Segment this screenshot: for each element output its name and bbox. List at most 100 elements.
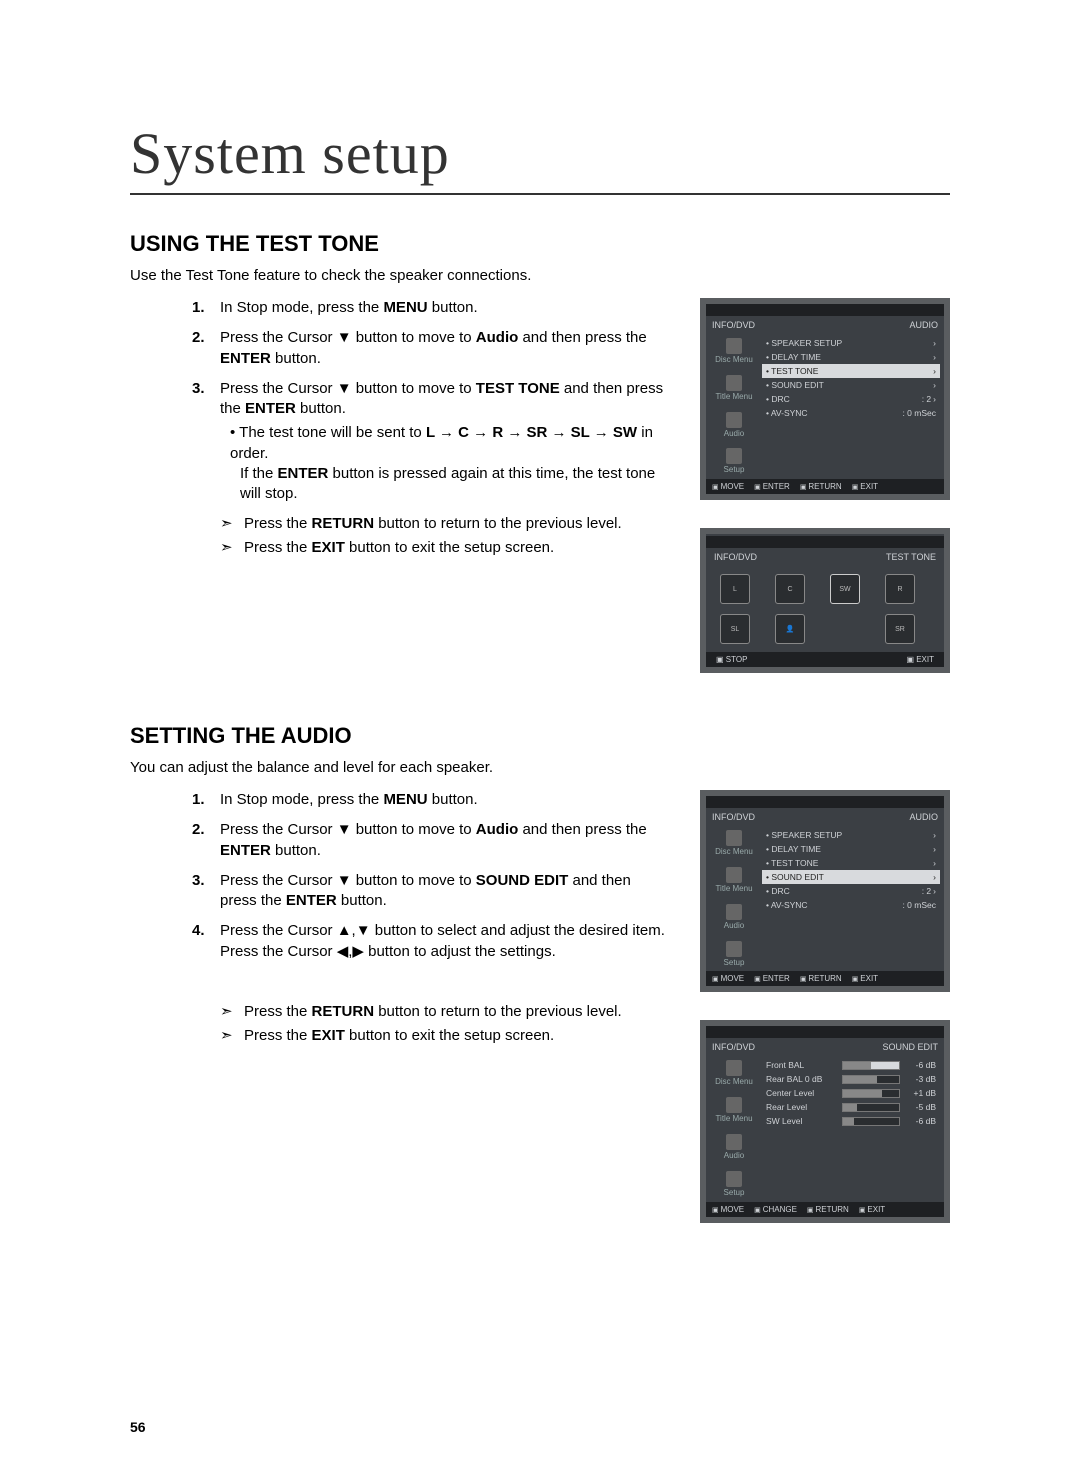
exit-label: ▣ EXIT bbox=[906, 655, 934, 664]
text: button to exit the setup screen. bbox=[345, 539, 554, 556]
tone-label: TEST TONE bbox=[886, 552, 936, 562]
text: Press the Cursor ▼ button to move to bbox=[220, 821, 476, 838]
level-bar bbox=[842, 1089, 900, 1098]
menu-header bbox=[706, 1026, 944, 1038]
menu-title: INFO/DVD SOUND EDIT bbox=[706, 1038, 944, 1056]
audio-label: AUDIO bbox=[909, 320, 938, 330]
row-label: • TEST TONE bbox=[766, 366, 818, 376]
text: Press the bbox=[244, 515, 312, 532]
pointer-icon: ➣ bbox=[220, 538, 244, 556]
text: and then press the bbox=[518, 329, 646, 346]
pointer-icon: ➣ bbox=[220, 1026, 244, 1044]
menu-list: • SPEAKER SETUP• DELAY TIME• TEST TONE• … bbox=[762, 334, 944, 479]
section2-left: In Stop mode, press the MENU button. Pre… bbox=[130, 790, 670, 1222]
text: button. bbox=[337, 892, 387, 909]
text: button. bbox=[296, 400, 346, 417]
menu-row: • DELAY TIME bbox=[762, 842, 940, 856]
step-2: Press the Cursor ▼ button to move to Aud… bbox=[220, 328, 670, 369]
step-4: Press the Cursor ▲,▼ button to select an… bbox=[220, 921, 670, 962]
text-bold: ENTER bbox=[220, 842, 271, 859]
row-value: : 0 mSec bbox=[902, 408, 936, 418]
row-value: : 2 bbox=[922, 886, 936, 896]
menu-list: • SPEAKER SETUP• DELAY TIME• TEST TONE• … bbox=[762, 826, 944, 971]
row-value: : 2 bbox=[922, 394, 936, 404]
level-bar bbox=[842, 1061, 900, 1070]
text: button. bbox=[271, 842, 321, 859]
menu-footer: MOVEENTERRETURNEXIT bbox=[706, 971, 944, 986]
row-label: • AV-SYNC bbox=[766, 900, 808, 910]
pointer-icon: ➣ bbox=[220, 1002, 244, 1020]
text: STOP bbox=[726, 655, 748, 664]
note-return: ➣Press the RETURN button to return to th… bbox=[220, 514, 670, 532]
speaker-c-icon: C bbox=[775, 574, 805, 604]
text-bold: SOUND EDIT bbox=[476, 872, 569, 889]
section1-columns: In Stop mode, press the MENU button. Pre… bbox=[130, 298, 950, 673]
speaker-r-icon: R bbox=[885, 574, 915, 604]
text: button to exit the setup screen. bbox=[345, 1027, 554, 1044]
menu-row: • DELAY TIME bbox=[762, 350, 940, 364]
speaker-user-icon: 👤 bbox=[775, 614, 805, 644]
footer-item: EXIT bbox=[859, 1205, 885, 1214]
speaker-sl-icon: SL bbox=[720, 614, 750, 644]
text: button to return to the previous level. bbox=[374, 515, 622, 532]
footer-item: RETURN bbox=[807, 1205, 849, 1214]
osd-menu-sound-edit: INFO/DVD AUDIO Disc MenuTitle MenuAudioS… bbox=[700, 790, 950, 992]
sub-bullet: The test tone will be sent to L → C → R … bbox=[230, 423, 670, 464]
edit-list: Front BAL-6 dBRear BAL 0 dB-3 dBCenter L… bbox=[762, 1056, 944, 1201]
row-label: • DELAY TIME bbox=[766, 844, 821, 854]
text-bold: RETURN bbox=[312, 1003, 375, 1020]
section2-right: INFO/DVD AUDIO Disc MenuTitle MenuAudioS… bbox=[700, 790, 950, 1222]
info-label: INFO/DVD bbox=[714, 552, 757, 562]
footer-item: ENTER bbox=[754, 482, 790, 491]
bar-fill bbox=[843, 1062, 871, 1069]
row-value bbox=[931, 830, 936, 840]
stop-label: ▣ STOP bbox=[716, 655, 747, 664]
section2-lead: You can adjust the balance and level for… bbox=[130, 759, 950, 776]
text: button. bbox=[428, 299, 478, 316]
row-label: • DRC bbox=[766, 886, 790, 896]
text: and then press the bbox=[518, 821, 646, 838]
edit-label: Rear BAL 0 dB bbox=[766, 1074, 836, 1084]
sidebar-item: Title Menu bbox=[706, 867, 762, 894]
row-value bbox=[931, 380, 936, 390]
sidebar-icon bbox=[726, 1060, 742, 1076]
text-bold: ENTER bbox=[220, 350, 271, 367]
edit-value: -6 dB bbox=[906, 1060, 936, 1070]
sidebar-icon bbox=[726, 941, 742, 957]
footer-item: CHANGE bbox=[754, 1205, 797, 1214]
text: EXIT bbox=[916, 655, 934, 664]
menu-header bbox=[706, 304, 944, 316]
menu-body: Disc MenuTitle MenuAudioSetup • SPEAKER … bbox=[706, 334, 944, 479]
speaker-sr-icon: SR bbox=[885, 614, 915, 644]
edit-value: -5 dB bbox=[906, 1102, 936, 1112]
menu-title: INFO/DVD AUDIO bbox=[706, 808, 944, 826]
section2-columns: In Stop mode, press the MENU button. Pre… bbox=[130, 790, 950, 1222]
section-heading-test-tone: USING THE TEST TONE bbox=[130, 231, 950, 257]
step-3: Press the Cursor ▼ button to move to TES… bbox=[220, 379, 670, 505]
edit-label: SW Level bbox=[766, 1116, 836, 1126]
bar-fill bbox=[843, 1118, 854, 1125]
level-bar bbox=[842, 1103, 900, 1112]
section1-steps: In Stop mode, press the MENU button. Pre… bbox=[220, 298, 670, 504]
sub-note: If the ENTER button is pressed again at … bbox=[240, 464, 670, 505]
bar-fill bbox=[843, 1076, 877, 1083]
text-bold: ENTER bbox=[278, 465, 329, 482]
text-bold: TEST TONE bbox=[476, 380, 560, 397]
row-value bbox=[931, 872, 936, 882]
speaker-l-icon: L bbox=[720, 574, 750, 604]
menu-sidebar: Disc MenuTitle MenuAudioSetup bbox=[706, 826, 762, 971]
footer-item: MOVE bbox=[712, 974, 744, 983]
row-value: : 0 mSec bbox=[902, 900, 936, 910]
footer-item: MOVE bbox=[712, 1205, 744, 1214]
text: Press the Cursor ▼ button to move to bbox=[220, 380, 476, 397]
sidebar-icon bbox=[726, 830, 742, 846]
tone-title: INFO/DVD TEST TONE bbox=[706, 548, 944, 566]
note-return: ➣Press the RETURN button to return to th… bbox=[220, 1002, 670, 1020]
row-value bbox=[931, 366, 936, 376]
text-bold: ENTER bbox=[245, 400, 296, 417]
menu-body: Disc MenuTitle MenuAudioSetup Front BAL-… bbox=[706, 1056, 944, 1201]
bar-fill bbox=[843, 1104, 857, 1111]
note-exit: ➣Press the EXIT button to exit the setup… bbox=[220, 538, 670, 556]
sidebar-icon bbox=[726, 338, 742, 354]
text: Press the bbox=[244, 1003, 312, 1020]
